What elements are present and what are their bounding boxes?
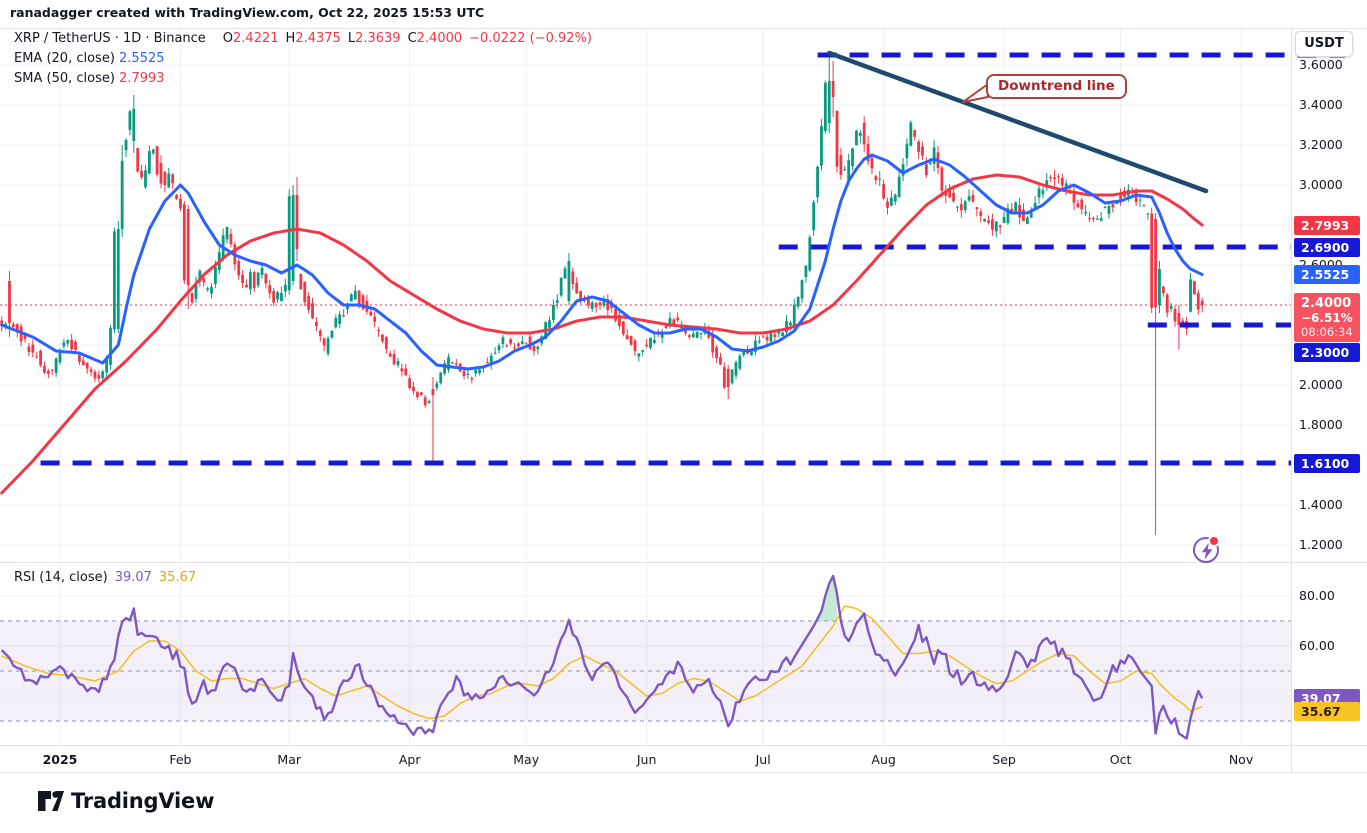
time-tick-label: Aug (871, 752, 896, 767)
ohlc-high-value: 2.4375 (295, 31, 341, 46)
time-tick-label: 2025 (42, 752, 78, 767)
price-tick-label: 3.0000 (1299, 177, 1343, 192)
rsi-label: RSI (14, close) (14, 570, 108, 585)
level-1610-tag: 1.6100 (1294, 453, 1360, 473)
time-tick-label: Sep (992, 752, 1016, 767)
ema-value: 2.5525 (119, 51, 165, 66)
time-tick-label: Oct (1109, 752, 1132, 767)
price-tick-label: 2.0000 (1299, 377, 1343, 392)
price-tick-label: 3.4000 (1299, 97, 1343, 112)
price-tick-label: 1.4000 (1299, 497, 1343, 512)
last-price-tag-line1: 2.4000 (1301, 296, 1352, 311)
attribution-text: ranadagger created with TradingView.com,… (10, 5, 485, 20)
sma-value-tag: 2.7993 (1294, 215, 1360, 235)
notification-dot (1208, 535, 1220, 547)
rsi-legend: RSI (14, close) 39.07 35.67 (14, 570, 203, 585)
rsi-tick-label: 60.00 (1299, 638, 1335, 653)
ohlc-low-value: 2.3639 (355, 31, 401, 46)
price-tick-label: 1.8000 (1299, 417, 1343, 432)
sma-value: 2.7993 (119, 71, 165, 86)
time-tick-label: Jul (755, 752, 771, 767)
ohlc-close-value: 2.4000 (416, 31, 463, 46)
symbol-title: XRP / TetherUS · 1D · Binance (14, 31, 206, 46)
ema-value-tag: 2.5525 (1294, 265, 1360, 284)
flash-icon[interactable] (1193, 535, 1220, 563)
level-2300-tag: 2.3000 (1294, 342, 1360, 362)
tradingview-logo-icon (38, 791, 64, 811)
rsi-tick-label: 80.00 (1299, 588, 1335, 603)
time-tick-label: Mar (277, 752, 301, 767)
rsi-ma-value-tag: 35.67 (1294, 702, 1360, 722)
price-tick-label: 1.2000 (1299, 537, 1343, 552)
tradingview-logo-text: TradingView (71, 789, 215, 813)
ema-label: EMA (20, close) (14, 51, 115, 66)
time-tick-label: Nov (1228, 752, 1254, 767)
ohlc-low-key: L (347, 31, 356, 46)
legend-symbol-row: XRP / TetherUS · 1D · Binance O2.4221 H2.4… (14, 30, 592, 47)
rsi-value: 39.07 (114, 570, 152, 585)
ohlc-open-value: 2.4221 (233, 31, 279, 46)
ohlc-high-key: H (285, 31, 296, 46)
rsi-ma-value: 35.67 (158, 570, 197, 585)
time-tick-label: Apr (398, 752, 421, 767)
ohlc-close-key: C (407, 31, 417, 46)
ohlc-open-key: O (222, 31, 234, 46)
change-value: −0.0222 (−0.92%) (469, 31, 592, 46)
time-tick-label: Feb (169, 752, 192, 767)
downtrend-line-callout[interactable]: Downtrend line (986, 74, 1127, 99)
time-tick-label: May (513, 752, 540, 767)
price-tick-label: 3.6000 (1299, 57, 1343, 72)
price-tick-label: 3.2000 (1299, 137, 1343, 152)
time-tick-label: Jun (636, 752, 657, 767)
legend-ema-row: EMA (20, close) 2.5525 (14, 50, 592, 67)
chart-legend: XRP / TetherUS · 1D · Binance O2.4221 H2.4… (14, 30, 592, 90)
last-price-tag: 2.4000 −6.51% 08:06:34 (1294, 293, 1360, 342)
sma-label: SMA (50, close) (14, 71, 115, 86)
last-price-tag-line3: 08:06:34 (1301, 325, 1353, 339)
legend-sma-row: SMA (50, close) 2.7993 (14, 70, 592, 87)
last-price-tag-line2: −6.51% (1301, 311, 1353, 325)
tradingview-logo[interactable]: TradingView (38, 789, 214, 813)
currency-toggle-button[interactable]: USDT (1295, 31, 1353, 57)
level-2690-tag: 2.6900 (1294, 237, 1360, 257)
lightning-bolt-icon (1201, 542, 1213, 560)
